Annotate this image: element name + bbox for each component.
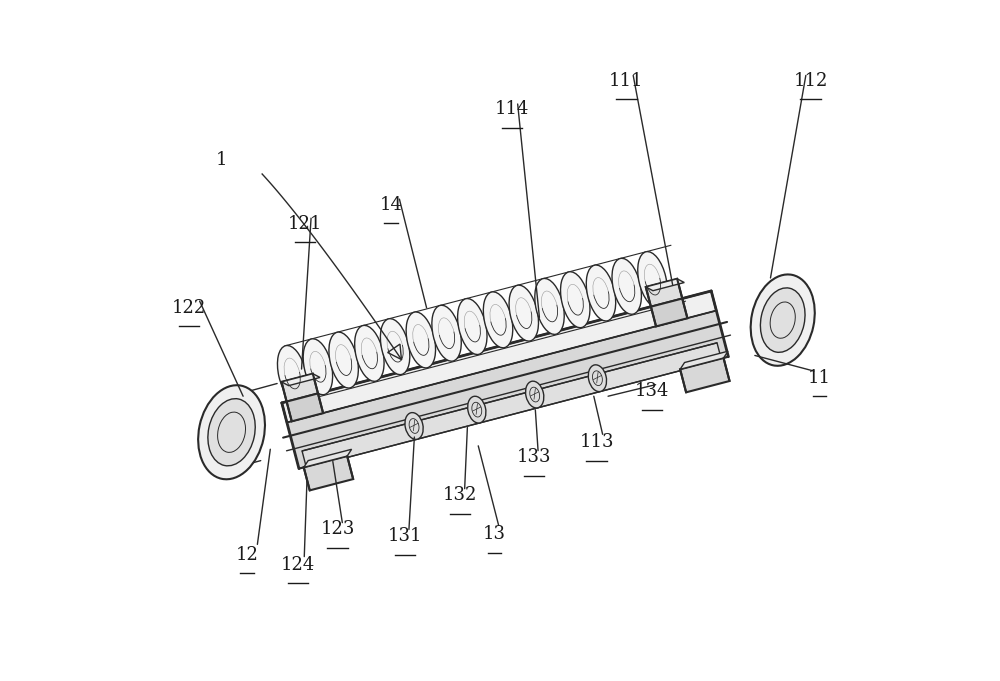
Polygon shape — [304, 449, 352, 467]
Ellipse shape — [612, 258, 641, 314]
Polygon shape — [651, 298, 687, 326]
Polygon shape — [281, 374, 320, 385]
Ellipse shape — [468, 396, 486, 423]
Text: 124: 124 — [281, 556, 315, 574]
Ellipse shape — [458, 298, 487, 355]
Text: 113: 113 — [579, 433, 614, 452]
Ellipse shape — [432, 305, 461, 361]
Text: 114: 114 — [495, 100, 529, 118]
Ellipse shape — [405, 413, 423, 439]
Text: 1: 1 — [216, 151, 227, 170]
Text: 131: 131 — [388, 527, 422, 545]
Ellipse shape — [751, 274, 815, 366]
Ellipse shape — [329, 332, 358, 388]
Text: 122: 122 — [172, 299, 206, 317]
Text: 132: 132 — [443, 486, 477, 505]
Polygon shape — [287, 394, 323, 422]
Text: 12: 12 — [236, 545, 259, 564]
Ellipse shape — [588, 365, 607, 392]
Ellipse shape — [483, 292, 513, 348]
Ellipse shape — [208, 398, 255, 466]
Polygon shape — [302, 343, 721, 468]
Ellipse shape — [355, 326, 384, 381]
Polygon shape — [680, 351, 728, 369]
Text: 112: 112 — [793, 72, 828, 90]
Ellipse shape — [561, 272, 590, 328]
Text: 121: 121 — [288, 215, 322, 233]
Ellipse shape — [509, 285, 538, 341]
Text: 14: 14 — [380, 195, 403, 214]
Ellipse shape — [277, 345, 307, 402]
Polygon shape — [680, 358, 730, 392]
Ellipse shape — [535, 279, 564, 334]
Ellipse shape — [198, 385, 265, 479]
Ellipse shape — [638, 251, 667, 308]
Ellipse shape — [380, 319, 410, 375]
Polygon shape — [304, 456, 353, 490]
Polygon shape — [646, 279, 682, 306]
Polygon shape — [287, 311, 728, 469]
Text: 134: 134 — [635, 383, 669, 400]
Ellipse shape — [303, 338, 333, 395]
Polygon shape — [281, 374, 318, 402]
Text: 13: 13 — [483, 525, 506, 543]
Ellipse shape — [406, 312, 436, 368]
Ellipse shape — [586, 265, 616, 321]
Text: 111: 111 — [609, 72, 644, 90]
Polygon shape — [282, 291, 716, 423]
Ellipse shape — [526, 381, 544, 408]
Text: 123: 123 — [320, 520, 355, 539]
Ellipse shape — [760, 288, 805, 352]
Text: 11: 11 — [808, 369, 831, 387]
Polygon shape — [646, 279, 684, 291]
Text: 133: 133 — [517, 448, 551, 466]
